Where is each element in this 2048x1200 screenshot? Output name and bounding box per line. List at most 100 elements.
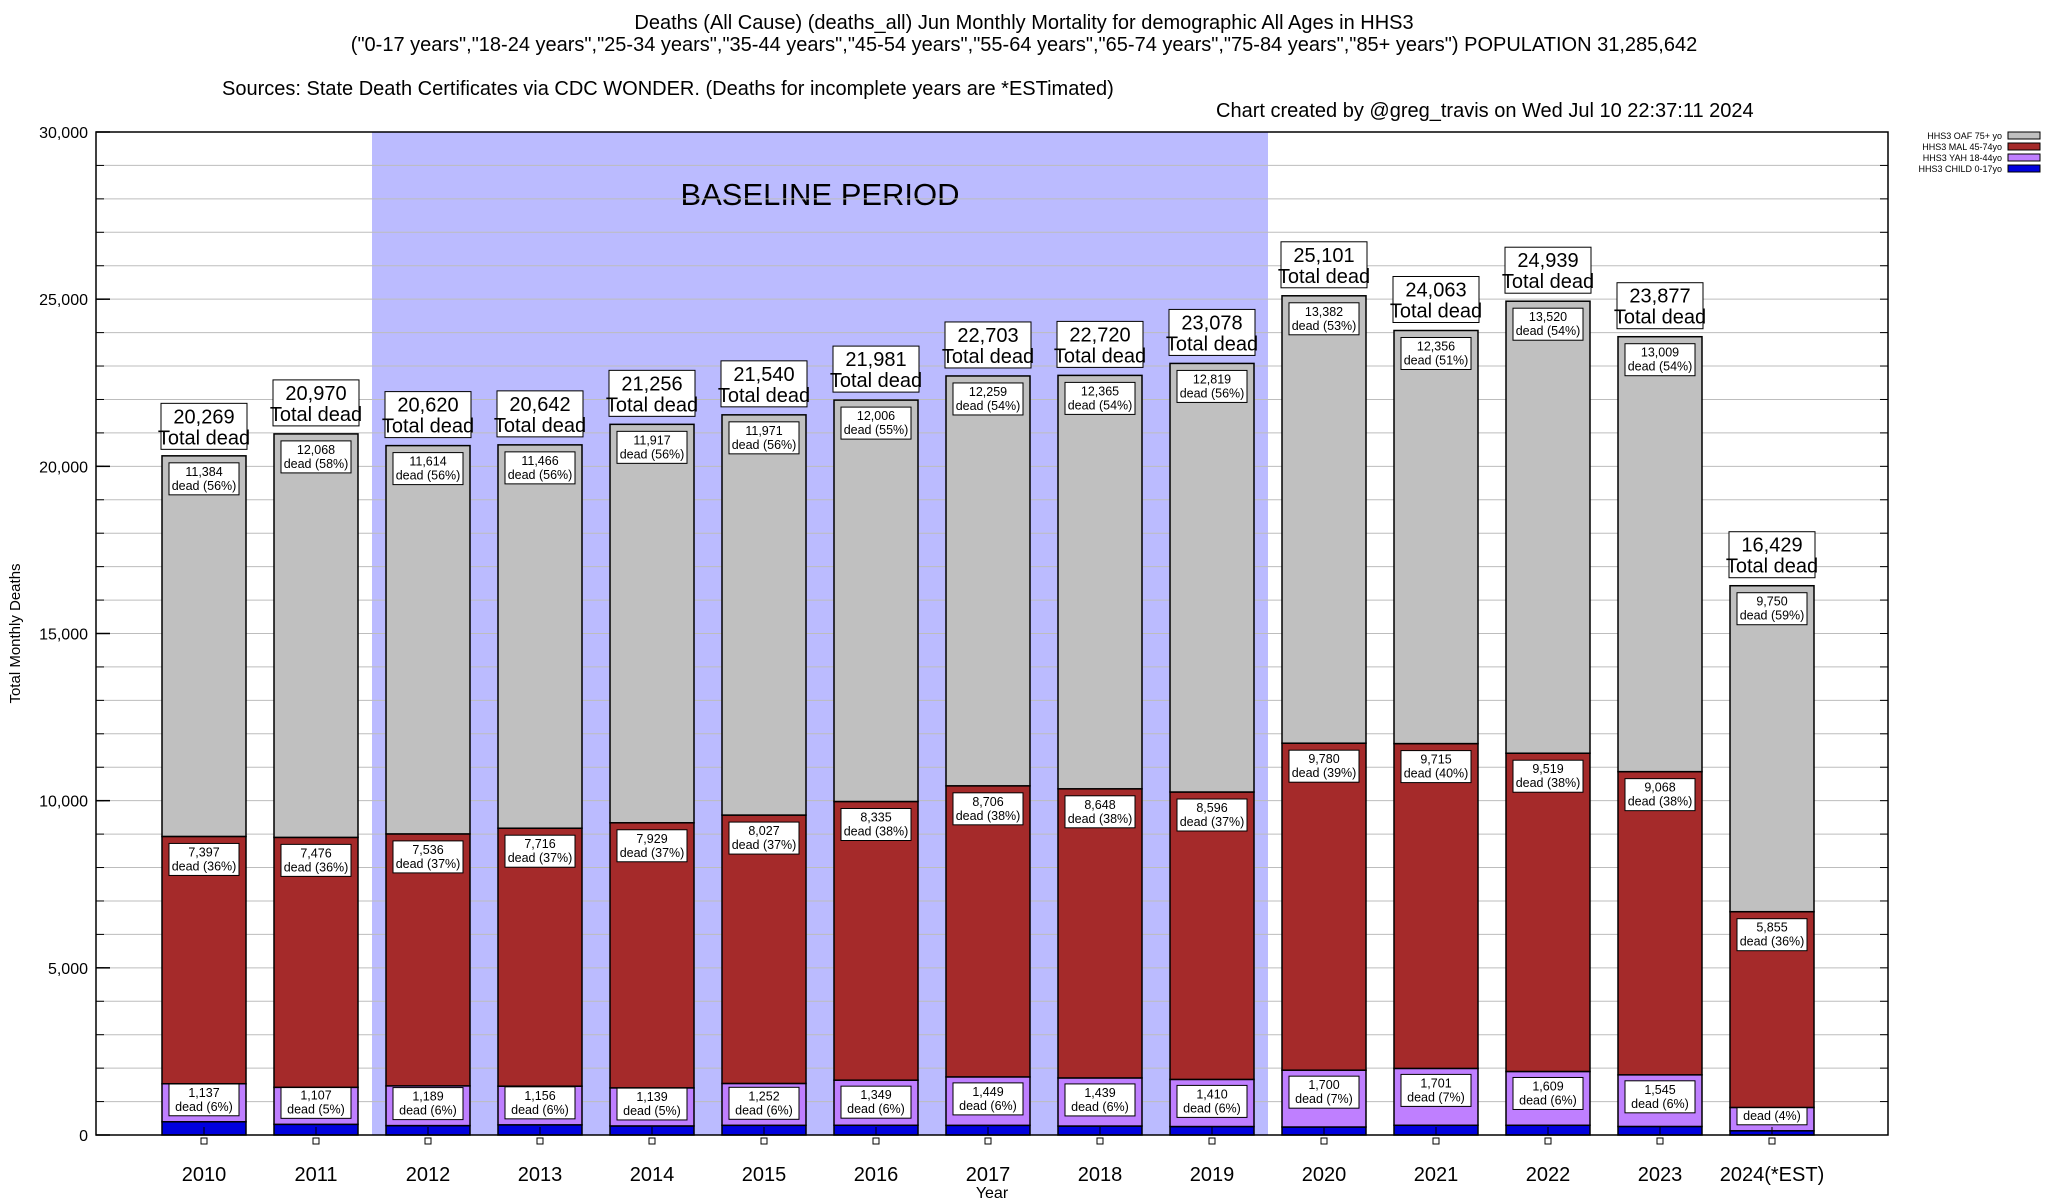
segment-value-label: 1,252 xyxy=(748,1089,779,1103)
baseline-annotation: BASELINE PERIOD xyxy=(680,177,959,212)
bar-segment xyxy=(1169,791,1255,1081)
axes: 2010 2011 2012 2013 2014 2015 2016 2017 2018 2019… xyxy=(7,125,1889,1200)
segment-label-box xyxy=(280,440,352,474)
bar-segment xyxy=(1169,362,1255,793)
segment-percent-label: dead (37%) xyxy=(1180,815,1245,829)
segment-value-label: 8,335 xyxy=(860,811,891,825)
segment-percent-label: dead (6%) xyxy=(511,1103,569,1117)
segment-percent-label: dead (37%) xyxy=(508,851,573,865)
segment-value-label: 12,259 xyxy=(969,385,1007,399)
total-label-box xyxy=(496,390,584,438)
total-value-label: 21,981 xyxy=(845,349,906,371)
segment-label-box xyxy=(1624,778,1696,812)
zero-marker xyxy=(1208,1137,1216,1145)
segment-value-label: 1,410 xyxy=(1196,1087,1227,1101)
segment-percent-label: dead (56%) xyxy=(1180,386,1245,400)
zero-marker xyxy=(1656,1137,1664,1145)
segment-label-box xyxy=(728,1086,800,1120)
x-tick-label: 2012 xyxy=(406,1164,451,1186)
bar-segment xyxy=(833,399,919,803)
segment-percent-label: dead (5%) xyxy=(287,1102,345,1116)
bar-segment xyxy=(1505,300,1591,754)
segment-value-label: 1,107 xyxy=(300,1088,331,1102)
segment-value-label: 9,780 xyxy=(1308,752,1339,766)
segment-value-label: 8,648 xyxy=(1084,798,1115,812)
x-tick-label: 2018 xyxy=(1078,1164,1123,1186)
segment-value-label: 9,519 xyxy=(1532,762,1563,776)
segment-label-box xyxy=(1512,1076,1584,1110)
segment-value-label: 12,356 xyxy=(1417,339,1455,353)
segment-value-label: 12,006 xyxy=(857,409,895,423)
bar-segment xyxy=(161,835,247,1085)
segment-percent-label: dead (54%) xyxy=(1516,324,1581,338)
segment-percent-label: dead (38%) xyxy=(956,809,1021,823)
segment-value-label: 7,397 xyxy=(188,845,219,859)
zero-marker xyxy=(536,1137,544,1145)
segment-value-label: 1,137 xyxy=(188,1086,219,1100)
segment-percent-label: dead (37%) xyxy=(396,857,461,871)
segment-label-box xyxy=(392,840,464,874)
zero-marker xyxy=(984,1137,992,1145)
segment-label-box xyxy=(504,834,576,868)
total-dead-label: Total dead xyxy=(158,427,250,449)
total-label-box xyxy=(272,379,360,427)
segment-percent-label: dead (56%) xyxy=(396,469,461,483)
segment-value-label: 13,009 xyxy=(1641,346,1679,360)
segment-percent-label: dead (37%) xyxy=(620,846,685,860)
x-axis-label: Year xyxy=(976,1185,1009,1200)
total-value-label: 20,269 xyxy=(173,406,234,428)
segment-value-label: 5,855 xyxy=(1756,921,1787,935)
segment-percent-label: dead (53%) xyxy=(1292,319,1357,333)
total-label-box xyxy=(160,402,248,450)
total-dead-label: Total dead xyxy=(606,394,698,416)
chart-subtitle: ("0-17 years","18-24 years","25-34 years… xyxy=(350,34,1698,56)
legend-label: HHS3 CHILD 0-17yo xyxy=(1918,164,2002,174)
total-label-box xyxy=(1392,275,1480,323)
segment-percent-label: dead (6%) xyxy=(1631,1097,1689,1111)
bar-segment xyxy=(1729,584,1815,913)
y-tick-label: 25,000 xyxy=(39,292,88,309)
total-value-label: 20,620 xyxy=(397,395,458,417)
segment-percent-label: dead (6%) xyxy=(1071,1100,1129,1114)
total-dead-label: Total dead xyxy=(270,404,362,426)
segment-value-label: 11,384 xyxy=(185,465,222,479)
x-tick-label: 2014 xyxy=(630,1164,675,1186)
segment-value-label: 11,971 xyxy=(745,424,782,438)
bar-segment xyxy=(1281,742,1367,1071)
bar-segment xyxy=(385,833,471,1087)
total-dead-label: Total dead xyxy=(494,415,586,437)
segment-percent-label: dead (6%) xyxy=(1183,1101,1241,1115)
segment-label-box xyxy=(728,421,800,455)
segment-value-label: 1,609 xyxy=(1532,1079,1563,1093)
segment-percent-label: dead (54%) xyxy=(956,399,1021,413)
total-label-box xyxy=(1280,241,1368,289)
segment-percent-label: dead (4%) xyxy=(1743,1109,1801,1123)
bar-segment xyxy=(385,444,471,835)
x-tick-label: 2015 xyxy=(742,1164,787,1186)
segment-percent-label: dead (6%) xyxy=(735,1103,793,1117)
segment-label-box xyxy=(392,1087,464,1121)
total-label-box xyxy=(384,391,472,439)
segment-percent-label: dead (38%) xyxy=(1068,812,1133,826)
segment-percent-label: dead (36%) xyxy=(1740,935,1805,949)
total-value-label: 20,642 xyxy=(509,394,570,416)
segment-label-box xyxy=(840,808,912,842)
segment-value-label: 7,929 xyxy=(636,832,667,846)
segment-percent-label: dead (6%) xyxy=(847,1102,905,1116)
segment-percent-label: dead (51%) xyxy=(1404,353,1469,367)
bar-segment xyxy=(945,785,1031,1078)
chart-sources-text: Sources: State Death Certificates via CD… xyxy=(222,78,1114,100)
segment-label-box xyxy=(1736,918,1808,952)
segment-value-label: 1,189 xyxy=(412,1090,443,1104)
bar-segment xyxy=(1393,329,1479,745)
segment-value-label: 8,596 xyxy=(1196,801,1227,815)
segment-value-label: 12,068 xyxy=(297,443,335,457)
segment-label-box xyxy=(1624,1080,1696,1114)
segment-label-box xyxy=(168,462,240,496)
segment-value-label: 7,536 xyxy=(412,843,443,857)
total-value-label: 22,720 xyxy=(1069,324,1130,346)
total-dead-label: Total dead xyxy=(1054,345,1146,367)
segment-percent-label: dead (36%) xyxy=(284,860,349,874)
